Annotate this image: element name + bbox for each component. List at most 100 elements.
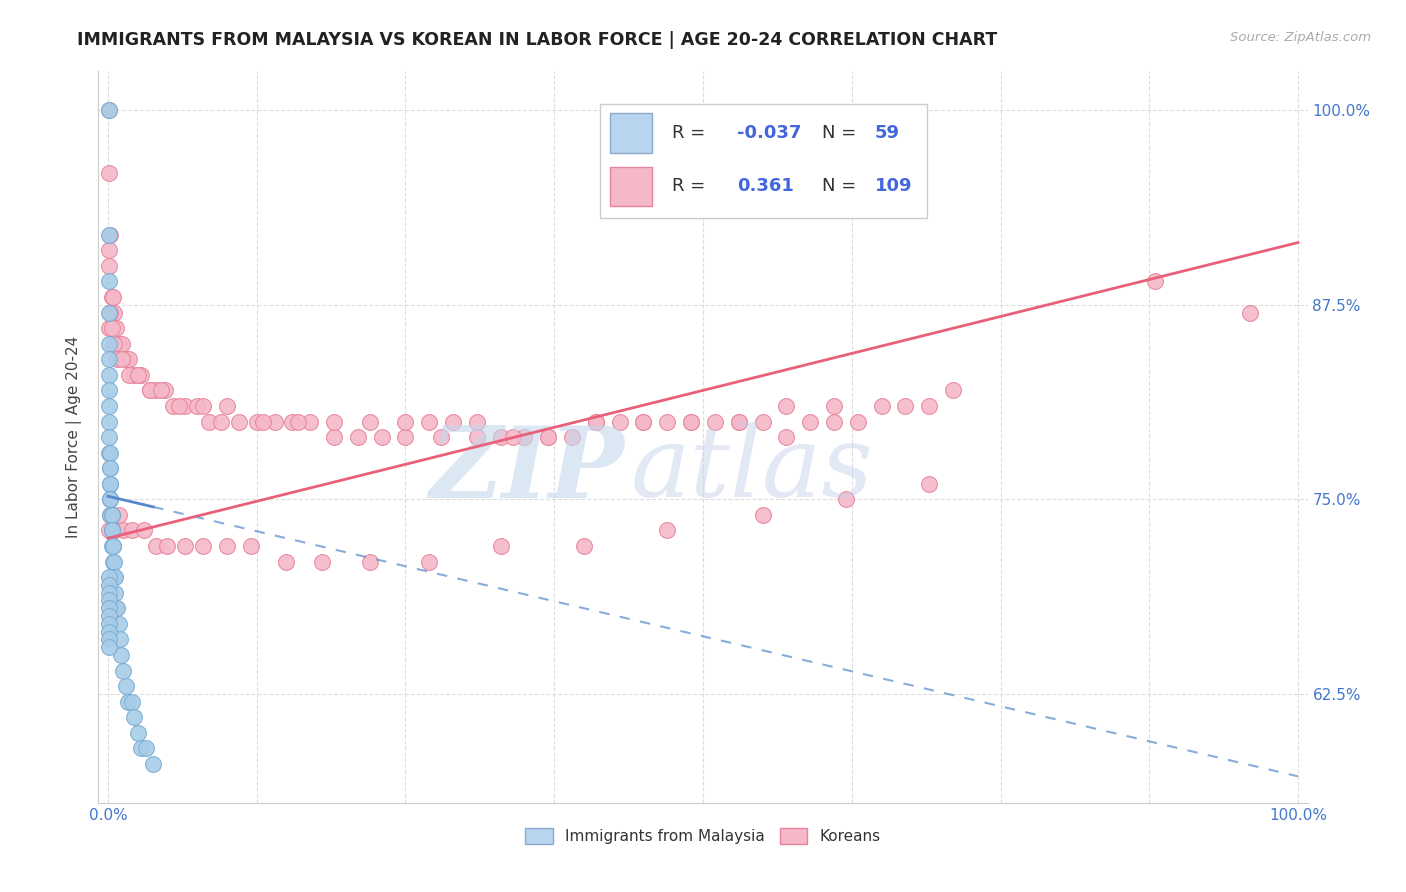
Point: [537, 430, 560, 444]
Point: [191, 539, 214, 553]
Point: [104, 570, 127, 584]
Point: [98, 570, 121, 584]
Point: [145, 384, 167, 398]
Point: [98, 632, 121, 647]
Point: [117, 695, 139, 709]
Point: [198, 415, 221, 429]
Point: [107, 601, 129, 615]
Point: [489, 430, 512, 444]
Point: [98, 524, 121, 538]
Point: [132, 524, 155, 538]
Point: [107, 336, 129, 351]
Point: [775, 430, 797, 444]
Point: [191, 399, 214, 413]
Point: [311, 555, 333, 569]
Point: [98, 616, 121, 631]
Point: [215, 539, 238, 553]
Text: atlas: atlas: [630, 422, 873, 517]
Point: [894, 399, 917, 413]
Point: [129, 741, 152, 756]
Point: [150, 384, 173, 398]
Point: [418, 555, 440, 569]
Point: [103, 305, 125, 319]
Point: [561, 430, 583, 444]
Point: [98, 601, 121, 615]
Point: [98, 640, 121, 655]
Point: [657, 524, 679, 538]
Point: [186, 399, 208, 413]
Point: [98, 352, 121, 367]
Point: [299, 415, 322, 429]
Point: [489, 539, 512, 553]
Point: [98, 578, 121, 592]
Point: [703, 415, 725, 429]
Y-axis label: In Labor Force | Age 20-24: In Labor Force | Age 20-24: [66, 336, 83, 538]
Point: [100, 508, 122, 522]
Point: [110, 648, 132, 662]
Point: [142, 756, 165, 771]
Point: [430, 430, 453, 444]
Point: [918, 476, 941, 491]
Point: [239, 539, 262, 553]
Point: [101, 290, 124, 304]
Point: [942, 384, 965, 398]
Point: [98, 461, 121, 475]
Point: [370, 430, 392, 444]
Point: [98, 165, 121, 179]
Point: [174, 399, 197, 413]
Point: [98, 305, 121, 319]
Point: [138, 384, 160, 398]
Point: [98, 624, 121, 639]
Point: [127, 368, 149, 382]
Point: [101, 539, 124, 553]
Legend: Immigrants from Malaysia, Koreans: Immigrants from Malaysia, Koreans: [519, 822, 887, 850]
Point: [122, 368, 145, 382]
Point: [105, 321, 128, 335]
Text: ZIP: ZIP: [429, 422, 624, 518]
Point: [107, 616, 129, 631]
Point: [633, 415, 655, 429]
Point: [98, 461, 121, 475]
Point: [118, 368, 141, 382]
Point: [98, 103, 121, 118]
Point: [114, 679, 136, 693]
Point: [105, 601, 128, 615]
Point: [359, 415, 381, 429]
Point: [1144, 275, 1167, 289]
Point: [98, 476, 121, 491]
Point: [572, 539, 595, 553]
Text: IMMIGRANTS FROM MALAYSIA VS KOREAN IN LABOR FORCE | AGE 20-24 CORRELATION CHART: IMMIGRANTS FROM MALAYSIA VS KOREAN IN LA…: [77, 31, 998, 49]
Point: [100, 508, 122, 522]
Point: [121, 524, 143, 538]
Point: [263, 415, 285, 429]
Point: [359, 555, 381, 569]
Point: [98, 492, 121, 507]
Point: [122, 710, 145, 724]
Point: [98, 259, 121, 273]
Point: [418, 415, 440, 429]
Point: [114, 352, 136, 367]
Point: [145, 539, 167, 553]
Point: [215, 399, 238, 413]
Point: [98, 384, 121, 398]
Point: [111, 336, 134, 351]
Point: [98, 103, 121, 118]
Point: [585, 415, 607, 429]
Point: [98, 305, 121, 319]
Point: [323, 430, 346, 444]
Point: [98, 321, 121, 335]
Point: [98, 609, 121, 624]
Point: [98, 508, 121, 522]
Point: [441, 415, 464, 429]
Point: [918, 399, 941, 413]
Point: [751, 508, 773, 522]
Point: [98, 368, 121, 382]
Point: [101, 539, 124, 553]
Point: [228, 415, 250, 429]
Point: [156, 539, 179, 553]
Point: [823, 415, 845, 429]
Point: [108, 632, 131, 647]
Point: [98, 227, 121, 242]
Point: [846, 415, 869, 429]
Point: [153, 384, 176, 398]
